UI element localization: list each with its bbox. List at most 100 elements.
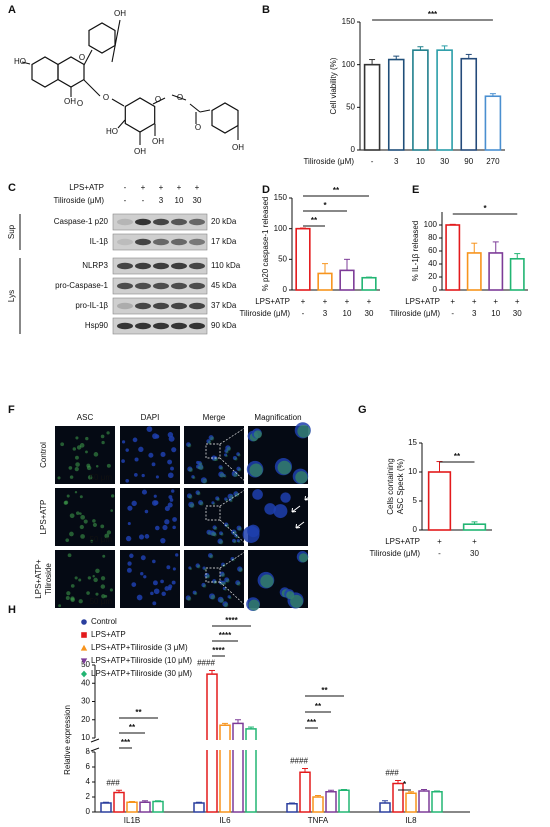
asc-signal xyxy=(253,430,262,439)
asc-signal xyxy=(189,567,193,571)
asc-signal xyxy=(106,463,111,468)
asc-signal xyxy=(110,494,115,498)
nucleus xyxy=(217,538,223,544)
protein-label: NLRP3 xyxy=(82,261,108,270)
bar xyxy=(339,269,355,291)
asc-signal xyxy=(69,531,74,537)
protein-label: Caspase-1 p20 xyxy=(54,217,109,226)
x-row-value: + xyxy=(515,297,520,306)
atom-label: HO xyxy=(106,127,118,136)
nucleus xyxy=(200,477,207,484)
x-row-value: 30 xyxy=(513,309,522,318)
arrow xyxy=(295,521,305,529)
blot-band xyxy=(153,282,169,290)
asc-signal xyxy=(237,540,241,543)
legend-label: Control xyxy=(91,617,117,626)
nucleus xyxy=(168,495,173,499)
asc-signal xyxy=(95,592,99,596)
asc-signal xyxy=(100,434,105,439)
nucleus xyxy=(152,433,158,440)
nucleus xyxy=(127,561,132,566)
asc-signal xyxy=(65,595,70,600)
x-row-value: + xyxy=(345,297,350,306)
x-row-label: LPS+ATP xyxy=(385,537,420,546)
nucleus xyxy=(252,489,263,500)
x-tick-label: IL6 xyxy=(219,816,231,825)
nucleus xyxy=(160,579,164,584)
bar xyxy=(139,801,151,813)
nucleus xyxy=(154,525,160,531)
bar xyxy=(412,49,429,151)
asc-signal xyxy=(78,578,82,582)
bond xyxy=(117,119,126,129)
y-tick-label: 10 xyxy=(81,733,90,742)
asc-signal xyxy=(187,596,192,601)
nucleus xyxy=(134,473,138,477)
asc-signal xyxy=(295,471,308,484)
protein-label: pro-Caspase-1 xyxy=(55,281,108,290)
nucleus xyxy=(121,440,126,444)
size-label: 90 kDa xyxy=(211,321,237,330)
axis-break xyxy=(89,740,470,750)
nucleus xyxy=(167,459,173,465)
asc-signal xyxy=(80,514,86,520)
nucleus xyxy=(225,445,231,451)
y-tick-label: 80 xyxy=(428,233,437,242)
significance-label: * xyxy=(403,780,407,789)
y-tick-label: 150 xyxy=(342,17,356,26)
blot-band xyxy=(135,302,151,310)
nucleus xyxy=(188,566,192,570)
bond xyxy=(21,61,31,65)
nucleus xyxy=(134,457,139,462)
asc-signal xyxy=(101,594,106,599)
nucleus xyxy=(208,593,215,600)
asc-signal xyxy=(188,494,193,499)
nucleus xyxy=(218,471,225,478)
treatment-value: + xyxy=(159,183,164,192)
nucleus xyxy=(167,502,173,508)
treatment-value: + xyxy=(177,183,182,192)
x-tick-label: 270 xyxy=(486,157,500,166)
group-label: Lys xyxy=(7,290,16,302)
nucleus xyxy=(224,522,229,527)
legend-marker xyxy=(80,644,88,651)
arrow xyxy=(304,493,314,501)
asc-signal xyxy=(192,476,196,480)
significance-label: #### xyxy=(197,659,215,668)
asc-signal xyxy=(210,436,215,441)
blot-band xyxy=(171,262,187,270)
bar xyxy=(361,276,377,291)
asc-signal xyxy=(78,599,83,604)
bar xyxy=(325,791,337,813)
asc-signal xyxy=(74,491,78,494)
asc-signal xyxy=(234,457,238,461)
panel-label: E xyxy=(412,184,419,196)
bar xyxy=(232,722,244,813)
nucleus xyxy=(219,571,225,577)
row-label: Tiliroside xyxy=(44,563,53,595)
significance-label: ** xyxy=(321,686,328,695)
x-tick-label: IL8 xyxy=(405,816,417,825)
asc-signal xyxy=(213,526,218,531)
nucleus xyxy=(153,494,157,498)
asc-signal xyxy=(202,584,207,588)
panel-label: H xyxy=(8,604,16,616)
asc-signal xyxy=(100,584,106,589)
blot-band xyxy=(153,238,169,246)
bar xyxy=(286,803,298,813)
asc-signal xyxy=(286,591,295,600)
y-tick-label: 0 xyxy=(433,285,438,294)
bar xyxy=(462,523,487,531)
asc-signal xyxy=(60,442,65,447)
y-tick-label: 0 xyxy=(351,145,356,154)
nucleus xyxy=(224,453,228,457)
nucleus xyxy=(222,586,226,591)
asc-signal xyxy=(86,591,90,595)
nucleus xyxy=(211,501,215,505)
nucleus xyxy=(219,531,223,536)
nucleus xyxy=(138,534,145,540)
asc-signal xyxy=(93,452,99,457)
nucleus xyxy=(125,535,132,542)
y-tick-label: 4 xyxy=(86,777,91,786)
nucleus xyxy=(191,475,195,479)
